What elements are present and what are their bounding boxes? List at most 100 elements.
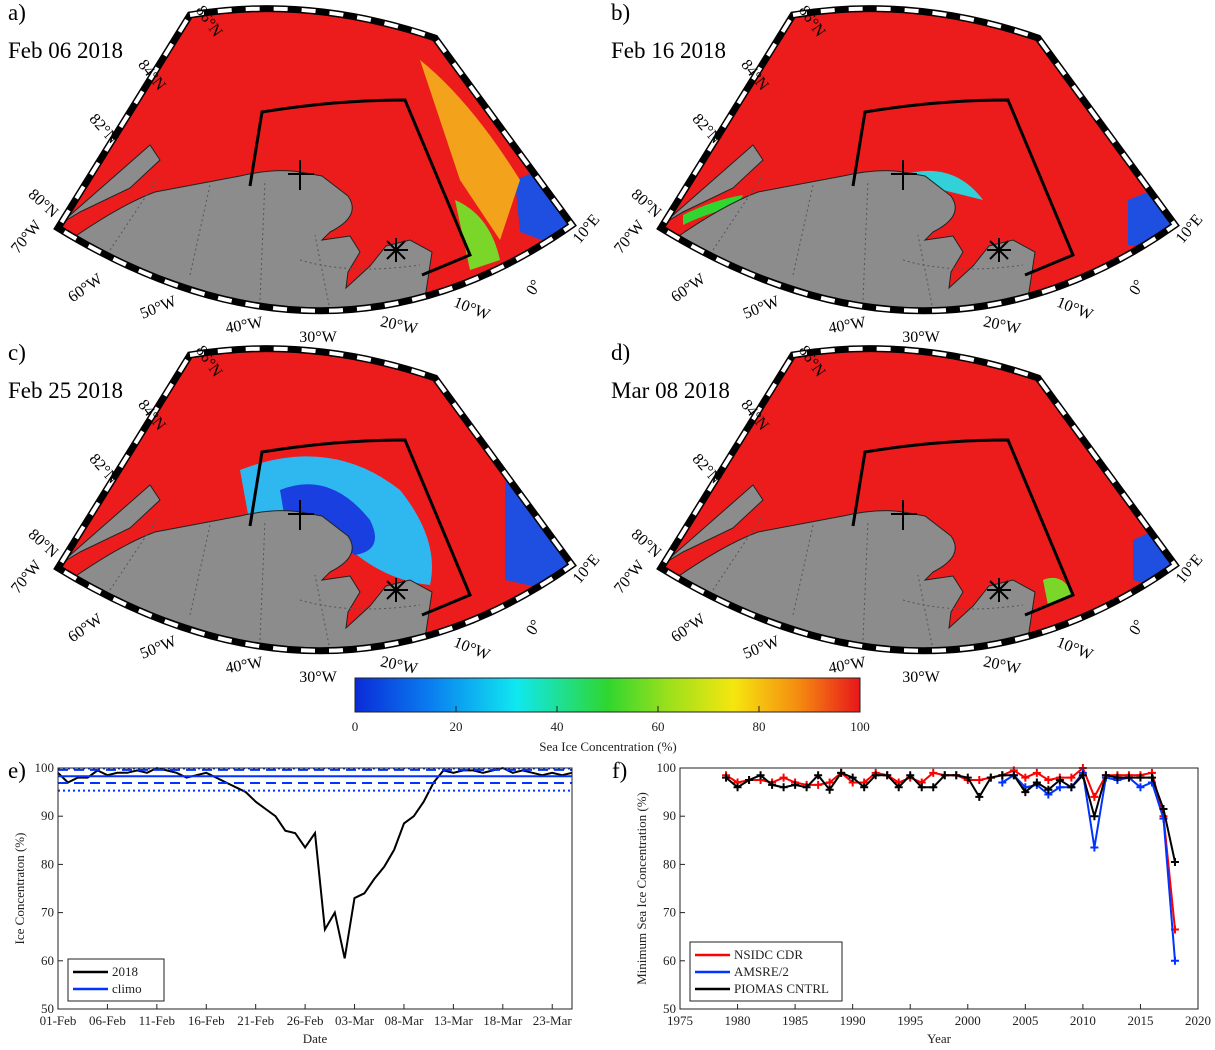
y-tick-label: 70	[41, 905, 54, 920]
lon-label: 70°W	[8, 557, 46, 597]
lon-label: 10°E	[1173, 551, 1207, 587]
point-marker	[1021, 788, 1030, 797]
panel-date: Feb 25 2018	[8, 378, 123, 403]
point-marker	[1090, 792, 1099, 801]
lat-label: 80°N	[628, 186, 665, 222]
x-tick-label: 26-Feb	[287, 1013, 324, 1028]
point-marker	[1113, 773, 1122, 782]
lon-label: 70°W	[611, 217, 649, 257]
line-chart: e) 50 60 70 80 90 100 01-Feb 06-Feb 11-Feb 16-Feb 2…	[8, 758, 573, 1046]
ice-patch	[420, 60, 520, 240]
star-marker	[384, 578, 408, 602]
point-marker	[1101, 771, 1110, 780]
point-marker	[860, 783, 869, 792]
legend-label: NSIDC CDR	[734, 947, 803, 962]
point-marker	[1090, 843, 1099, 852]
point-marker	[1044, 785, 1053, 794]
lon-label: 60°W	[668, 610, 709, 646]
point-marker	[1147, 773, 1156, 782]
star-marker	[987, 238, 1011, 262]
plot-frame	[57, 767, 573, 1010]
x-tick-label: 01-Feb	[40, 1013, 77, 1028]
y-axis-title: Ice Concentraton (%)	[12, 833, 27, 945]
maps: a)Feb 06 201886°N84°N82°N80°N70°W60°W50°…	[8, 0, 1206, 686]
lon-label: 70°W	[8, 217, 46, 257]
lon-label: 20°W	[379, 653, 420, 678]
panel-label: f)	[612, 758, 627, 783]
lon-label: 10°E	[570, 211, 604, 247]
lon-label: 30°W	[902, 329, 940, 346]
point-marker	[814, 780, 823, 789]
point-marker	[802, 783, 811, 792]
lon-label: 0°	[1126, 617, 1148, 638]
ice-patch	[1043, 577, 1073, 605]
point-marker	[1032, 768, 1041, 777]
y-tick-label: 50	[41, 1001, 54, 1016]
lon-label: 50°W	[741, 633, 783, 663]
plus-marker	[891, 500, 917, 530]
x-tick-label: 03-Mar	[335, 1013, 375, 1028]
y-tick-label: 80	[41, 856, 54, 871]
land	[662, 144, 764, 225]
point-marker	[883, 771, 892, 780]
colorbar-tick-label: 80	[753, 719, 766, 734]
x-tick-label: 1975	[667, 1013, 693, 1028]
colorbar-tick-label: 0	[352, 719, 359, 734]
map-panel: d)Mar 08 201886°N84°N82°N80°N70°W60°W50°…	[611, 340, 1206, 686]
lon-label: 10°E	[570, 551, 604, 587]
point-marker	[825, 785, 834, 794]
lon-label: 60°W	[65, 610, 106, 646]
point-marker	[1067, 783, 1076, 792]
x-tick-label: 2000	[955, 1013, 981, 1028]
point-marker	[756, 771, 765, 780]
lon-label: 30°W	[299, 329, 337, 346]
y-tick-label: 80	[663, 856, 676, 871]
panel-label: a)	[8, 0, 26, 25]
panel-label: e)	[8, 758, 26, 783]
target-box	[248, 438, 472, 617]
point-marker	[986, 773, 995, 782]
y-tick-label: 60	[663, 953, 676, 968]
series-line	[57, 766, 573, 959]
panel-label: b)	[611, 0, 630, 25]
y-axis-title: Minimum Sea Ice Concentration (%)	[634, 792, 649, 985]
colorbar: Sea Ice Concentration (%) 0 20 40 60 80 100	[352, 677, 870, 754]
legend-label: PIOMAS CNTRL	[734, 981, 829, 996]
plus-marker	[288, 160, 314, 190]
x-tick-label: 21-Feb	[237, 1013, 274, 1028]
x-tick-label: 08-Mar	[384, 1013, 424, 1028]
lat-label: 80°N	[25, 526, 62, 562]
land	[59, 484, 161, 565]
legend-label: AMSRE/2	[734, 964, 789, 979]
colorbar-ramp	[354, 677, 861, 713]
map-panel: a)Feb 06 201886°N84°N82°N80°N70°W60°W50°…	[8, 0, 603, 346]
lon-label: 40°W	[827, 314, 868, 337]
x-axis-title: Date	[303, 1031, 328, 1046]
point-marker	[837, 768, 846, 777]
colorbar-tick-label: 20	[450, 719, 463, 734]
graticule	[712, 514, 1024, 651]
point-marker	[825, 778, 834, 787]
point-marker	[1159, 804, 1168, 813]
lon-label: 50°W	[741, 293, 783, 323]
panel-date: Mar 08 2018	[611, 378, 730, 403]
lon-label: 30°W	[902, 669, 940, 686]
point-marker	[929, 783, 938, 792]
map-frame-dash	[55, 6, 575, 313]
point-marker	[1055, 783, 1064, 792]
point-marker	[871, 771, 880, 780]
point-marker	[791, 780, 800, 789]
colorbar-tick-label: 60	[652, 719, 665, 734]
land	[59, 144, 161, 225]
x-tick-label: 16-Feb	[188, 1013, 225, 1028]
map-panel: c)Feb 25 201886°N84°N82°N80°N70°W60°W50°…	[8, 340, 603, 686]
map-layers	[59, 456, 572, 651]
y-tick-label: 90	[663, 808, 676, 823]
point-marker	[1021, 773, 1030, 782]
point-marker	[1124, 773, 1133, 782]
lon-label: 10°W	[1054, 634, 1096, 664]
series-line	[725, 771, 1176, 863]
point-marker	[998, 778, 1007, 787]
x-tick-label: 2010	[1070, 1013, 1096, 1028]
